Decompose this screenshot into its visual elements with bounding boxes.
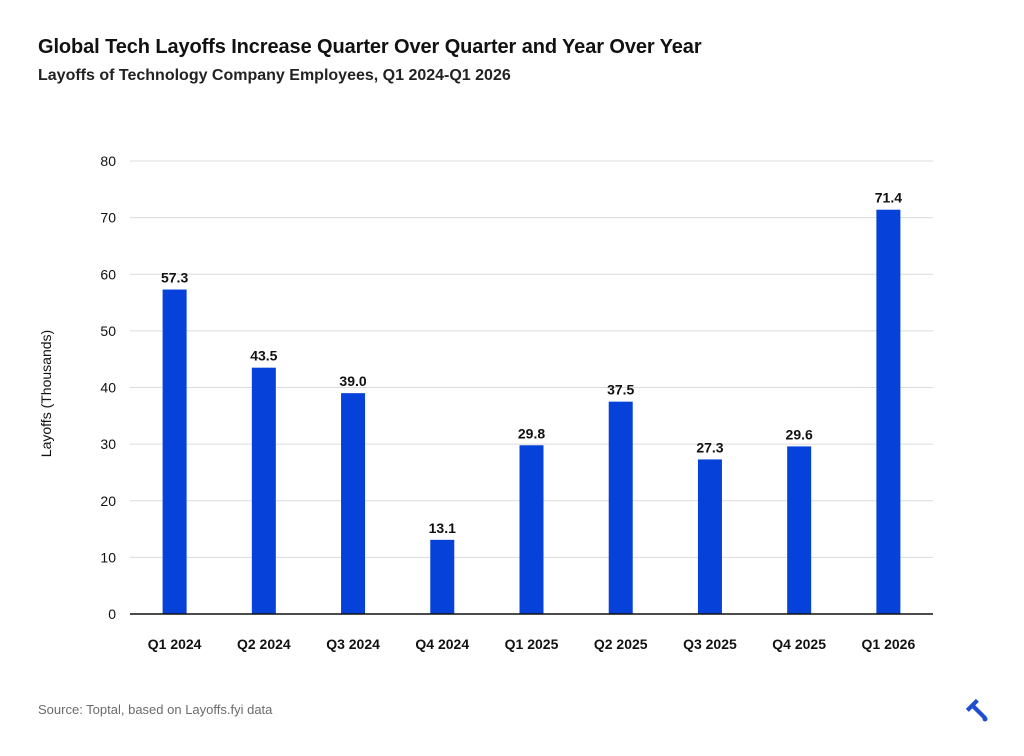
chart-subtitle: Layoffs of Technology Company Employees,… (38, 67, 511, 84)
x-tick-label: Q3 2025 (683, 636, 737, 652)
bar (341, 393, 366, 614)
bar-chart: 0 10 20 30 40 50 60 70 80 57.3 43.5 39.0 13.1 29.8 37… (38, 153, 933, 652)
x-axis-ticks: Q1 2024 Q2 2024 Q3 2024 Q4 2024 Q1 2025 Q2 20… (148, 636, 916, 652)
source-note: Source: Toptal, based on Layoffs.fyi dat… (38, 702, 273, 717)
x-tick-label: Q4 2025 (772, 636, 826, 652)
y-tick-label: 60 (100, 266, 116, 282)
x-tick-label: Q2 2025 (594, 636, 648, 652)
value-labels: 57.3 43.5 39.0 13.1 29.8 37.5 27.3 29.6 71.4 (161, 190, 902, 536)
y-tick-label: 80 (100, 153, 116, 169)
bar-value-label: 57.3 (161, 270, 188, 286)
bar (430, 539, 455, 614)
y-tick-label: 50 (100, 323, 116, 339)
bar-value-label: 71.4 (875, 190, 902, 206)
bar-value-label: 29.8 (518, 425, 545, 441)
y-tick-label: 10 (100, 549, 116, 565)
bar-value-label: 27.3 (696, 439, 723, 455)
bar (251, 367, 276, 614)
x-tick-label: Q3 2024 (326, 636, 380, 652)
x-tick-label: Q1 2025 (505, 636, 559, 652)
x-tick-label: Q1 2026 (862, 636, 916, 652)
bar (697, 459, 722, 614)
y-tick-label: 70 (100, 210, 116, 226)
bar-value-label: 29.6 (786, 426, 813, 442)
bar-value-label: 13.1 (429, 520, 456, 536)
y-axis-title: Layoffs (Thousands) (38, 330, 54, 457)
bar-value-label: 37.5 (607, 382, 634, 398)
bars (162, 209, 901, 614)
y-tick-label: 0 (108, 606, 116, 622)
bar (876, 209, 901, 614)
y-tick-label: 40 (100, 380, 116, 396)
bar (787, 446, 812, 614)
toptal-logo-icon (965, 698, 988, 722)
y-axis-ticks: 0 10 20 30 40 50 60 70 80 (100, 153, 116, 622)
bar (519, 445, 544, 614)
bar-value-label: 39.0 (339, 373, 366, 389)
y-tick-label: 20 (100, 493, 116, 509)
x-tick-label: Q1 2024 (148, 636, 202, 652)
logo-stroke (965, 698, 987, 720)
bar (162, 289, 187, 614)
chart-title: Global Tech Layoffs Increase Quarter Ove… (38, 36, 702, 58)
x-tick-label: Q4 2024 (415, 636, 469, 652)
x-tick-label: Q2 2024 (237, 636, 291, 652)
y-tick-label: 30 (100, 436, 116, 452)
bar (608, 401, 633, 614)
bar-value-label: 43.5 (250, 348, 277, 364)
